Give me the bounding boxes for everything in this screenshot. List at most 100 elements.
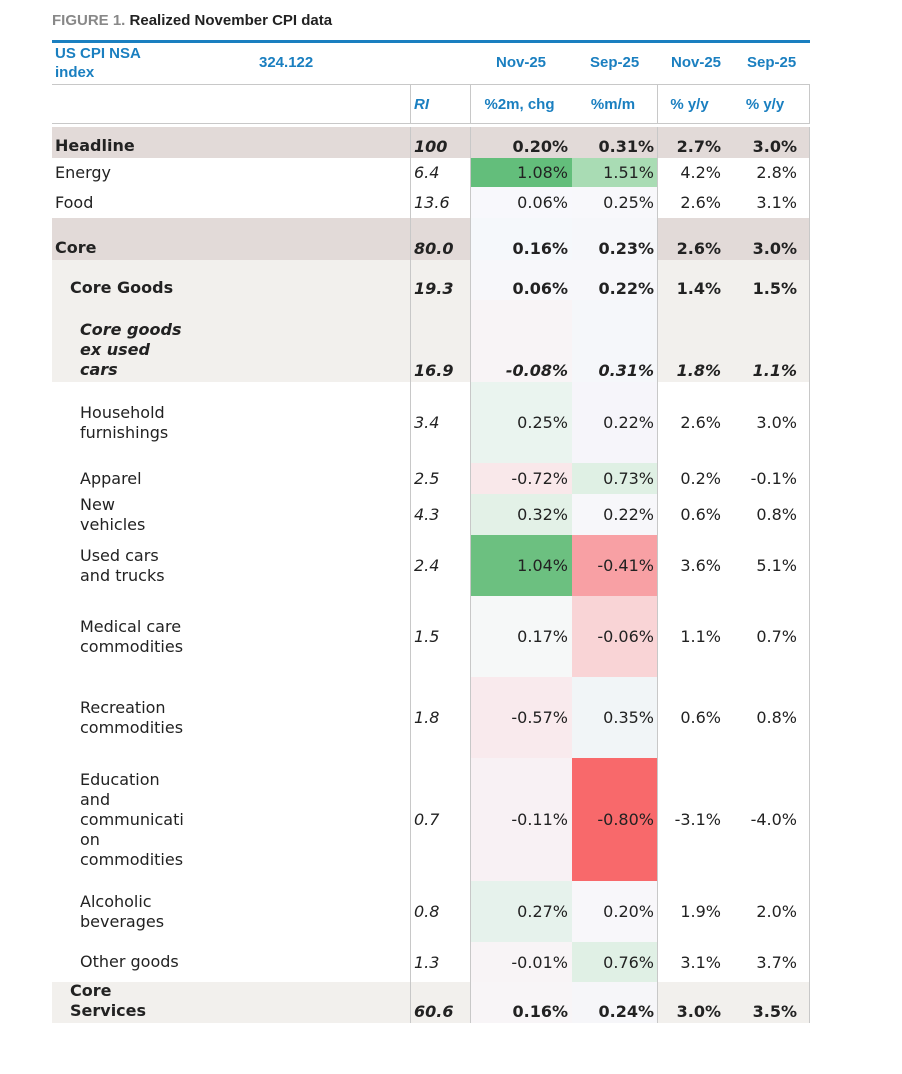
cell-2m-chg: 1.04% [470,535,572,596]
cell-2m-chg: 0.25% [470,382,572,463]
cell-2m-chg: -0.72% [470,463,572,494]
subheader-mm: %m/m [590,95,636,113]
cell-2m-chg: 0.16% [470,982,572,1023]
relative-importance: 13.6 [410,187,470,218]
cell-mm: 0.31% [572,300,657,382]
cell-yy-nov: 3.1% [657,942,733,982]
cell-yy-sep: 3.0% [733,218,810,260]
col-date-3: Nov-25 [671,54,722,71]
row-label-text: Food [55,192,94,212]
relative-importance: 1.5 [410,596,470,677]
row-label-text: Apparel [80,468,142,488]
cell-mm: 0.20% [572,881,657,942]
table-row: Food 13.6 0.06% 0.25% 2.6% 3.1% [52,187,810,218]
table-row: Other goods 1.3 -0.01% 0.76% 3.1% 3.7% [52,942,810,982]
row-label-text: Energy [55,162,112,182]
table-row: Used cars and trucks 2.4 1.04% -0.41% 3.6% 5.… [52,535,810,596]
row-label: Alcoholic beverages [52,881,410,942]
table-row: Core Goods 19.3 0.06% 0.22% 1.4% 1.5% [52,260,810,300]
row-label-text: Household furnishings [80,402,169,442]
cell-2m-chg: 1.08% [470,158,572,187]
table-row: New vehicles 4.3 0.32% 0.22% 0.6% 0.8% [52,494,810,535]
row-label-text: New vehicles [80,494,146,534]
ri-header: RI [410,85,470,123]
cell-yy-nov: 0.2% [657,463,733,494]
cell-yy-sep: 3.0% [733,127,810,158]
row-label: Recreation commodities [52,677,410,758]
relative-importance: 2.4 [410,535,470,596]
cell-mm: 0.25% [572,187,657,218]
row-label-text: Core goods ex used cars [80,320,182,379]
relative-importance: 2.5 [410,463,470,494]
cell-yy-nov: 2.6% [657,187,733,218]
row-label: Core [52,218,410,260]
cell-yy-sep: 5.1% [733,535,810,596]
cell-yy-nov: 1.8% [657,300,733,382]
row-label: New vehicles [52,494,410,535]
table-row: Energy 6.4 1.08% 1.51% 4.2% 2.8% [52,158,810,187]
table-row: Recreation commodities 1.8 -0.57% 0.35% 0.6%… [52,677,810,758]
subheader-yy-1: % y/y [657,85,733,123]
cell-yy-nov: 0.6% [657,677,733,758]
relative-importance: 0.8 [410,881,470,942]
row-label: Core Services [52,981,410,1023]
table-row: Core goods ex used cars 16.9 -0.08% 0.31% 1.… [52,300,810,382]
row-label-text: Education and communication commodities [80,769,184,869]
table-row: Headline 100 0.20% 0.31% 2.7% 3.0% [52,127,810,158]
row-label: Headline [52,127,410,158]
cell-yy-sep: -0.1% [733,463,810,494]
cell-mm: 0.22% [572,260,657,300]
top-rule [52,40,810,43]
row-label: Core Goods [52,260,410,300]
cell-mm: 1.51% [572,158,657,187]
cell-mm: 0.22% [572,494,657,535]
cell-yy-sep: -4.0% [733,758,810,881]
relative-importance: 60.6 [410,982,470,1023]
cell-yy-sep: 3.5% [733,982,810,1023]
cell-yy-sep: 0.7% [733,596,810,677]
relative-importance: 1.8 [410,677,470,758]
row-label: Energy [52,158,410,187]
cell-mm: 0.73% [572,463,657,494]
table-row: Medical care commodities 1.5 0.17% -0.06% 1.… [52,596,810,677]
cell-2m-chg: -0.11% [470,758,572,881]
row-label-text: Used cars and trucks [80,545,165,585]
relative-importance: 6.4 [410,158,470,187]
cell-mm: -0.41% [572,535,657,596]
cell-yy-sep: 3.7% [733,942,810,982]
subheader-2m: %2m, chg [470,85,572,123]
cell-yy-sep: 2.0% [733,881,810,942]
relative-importance: 4.3 [410,494,470,535]
row-label-text: Alcoholic beverages [80,891,165,931]
row-label-text: Core Goods [70,278,174,297]
figure-title: FIGURE 1. Realized November CPI data [52,12,333,29]
cell-mm: 0.76% [572,942,657,982]
row-label-text: Core [55,238,97,257]
cell-yy-sep: 0.8% [733,677,810,758]
cell-yy-nov: -3.1% [657,758,733,881]
cell-yy-sep: 1.1% [733,300,810,382]
table-row: Core 80.0 0.16% 0.23% 2.6% 3.0% [52,218,810,260]
col-date-2: Sep-25 [590,54,640,71]
table-row: Core Services 60.6 0.16% 0.24% 3.0% 3.5% [52,981,810,1023]
row-label: Other goods [52,942,410,982]
cell-yy-nov: 4.2% [657,158,733,187]
row-label-text: Recreation commodities [80,697,184,737]
cell-2m-chg: 0.27% [470,881,572,942]
row-label: Education and communication commodities [52,758,410,881]
row-label: Household furnishings [52,382,410,463]
relative-importance: 80.0 [410,218,470,260]
index-label: US CPI NSA index [55,45,141,81]
row-label: Used cars and trucks [52,535,410,596]
cell-2m-chg: -0.08% [470,300,572,382]
cell-mm: 0.24% [572,982,657,1023]
cell-2m-chg: -0.01% [470,942,572,982]
cell-yy-nov: 1.4% [657,260,733,300]
cell-mm: 0.22% [572,382,657,463]
cell-2m-chg: 0.32% [470,494,572,535]
cell-yy-nov: 3.0% [657,982,733,1023]
cell-yy-sep: 1.5% [733,260,810,300]
index-value: 324.122 [259,54,314,71]
col-date-1: Nov-25 [496,54,547,71]
row-label-text: Other goods [80,952,179,971]
